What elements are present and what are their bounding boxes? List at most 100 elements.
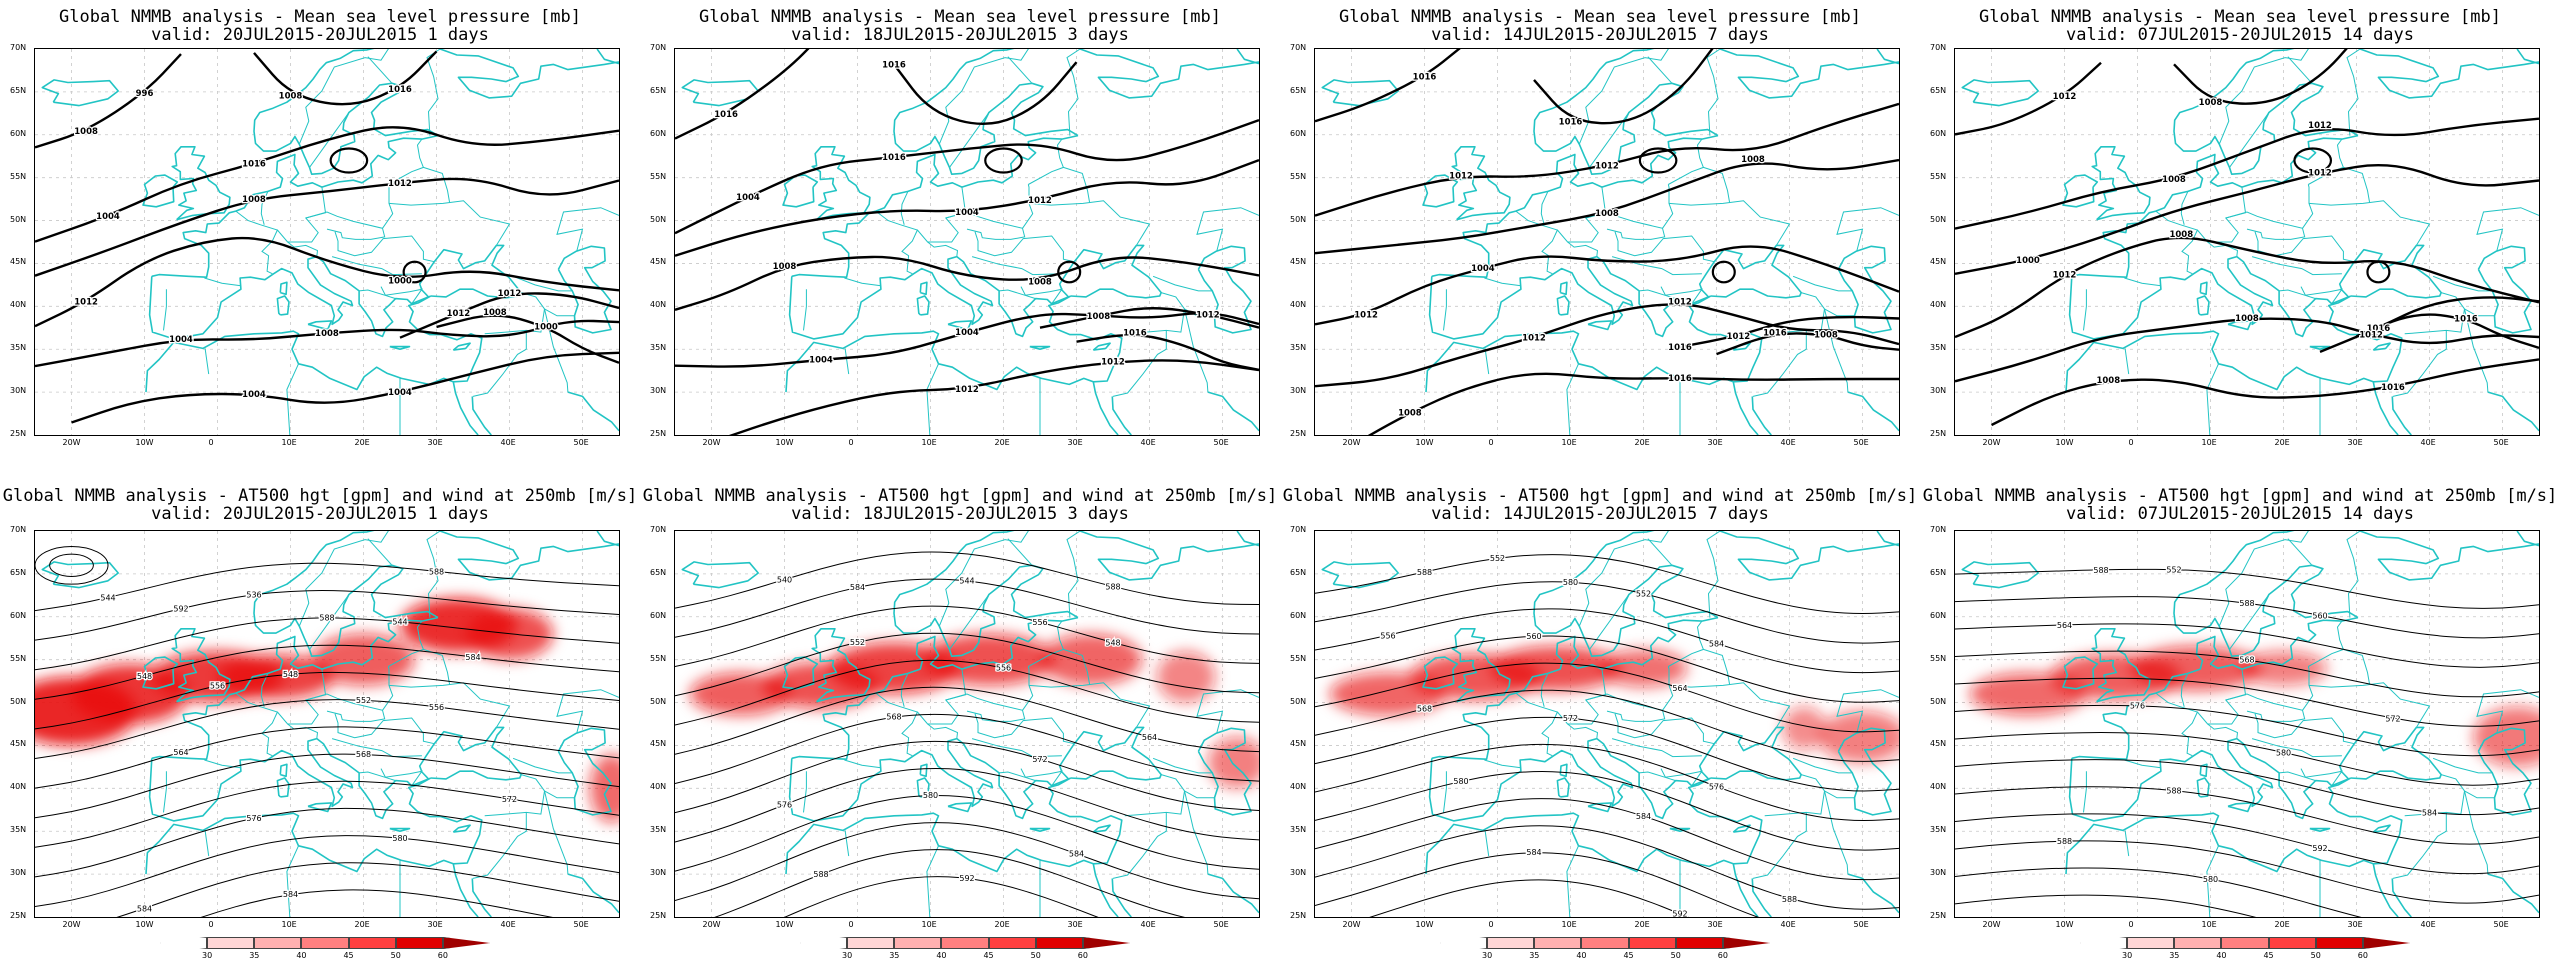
lat-label: 50N [1930,696,1947,706]
lon-label: 20E [1634,438,1650,447]
contour-label: 572 [502,795,517,804]
lat-label: 35N [1930,343,1947,353]
contour-label: 580 [2276,748,2291,757]
contour-label: 556 [1380,631,1395,640]
jet-core [1599,649,1688,688]
contour-label: 564 [1672,684,1687,693]
contour-label: 1008 [2162,175,2186,185]
contour-line [1039,307,1259,329]
contour-label: 1000 [388,276,412,286]
map-svg: 1008101210121008101610161016101210081012… [1955,49,2539,435]
contour-label: 1012 [2359,331,2383,341]
contour-label: 584 [1069,850,1084,859]
contour-labels: 552 552 556 560 564 568 572 576 580 584 588 584 592 5… [1379,553,1798,917]
panel-title: Global NMMB analysis - Mean sea level pr… [640,8,1280,44]
mslp-panel-2: Global NMMB analysis - Mean sea level pr… [640,0,1280,960]
colorbar-segment [254,937,302,949]
lat-label: 65N [650,567,667,577]
panel-title: Global NMMB analysis - AT500 hgt [gpm] a… [0,487,640,523]
mslp-panel-1: Global NMMB analysis - Mean sea level pr… [0,0,640,960]
contour-label: 588 [1782,895,1797,904]
contour-label: 588 [2166,786,2181,795]
gridlines [1315,531,1899,917]
panel-title: Global NMMB analysis - AT500 hgt [gpm] a… [640,487,1280,523]
jet-core [2239,651,2328,686]
lon-label: 50E [1853,438,1869,447]
map-svg: 5525605645685725765805845885925885805845… [1955,531,2539,917]
wind-colorbar: 30 35 40 45 50 60 [160,937,490,960]
closed-contour [35,545,109,585]
coastlines [41,531,619,917]
contour-label: 544 [959,577,974,586]
contour-label: 1008 [315,329,339,339]
geopotential-contours [35,545,619,917]
lat-label: 55N [1930,653,1947,663]
contour-label: 552 [356,696,371,705]
contour-label: 1012 [1522,334,1546,344]
lon-label: 20E [1634,920,1650,929]
lat-label: 55N [10,653,27,663]
lon-label: 10E [1561,438,1577,447]
contour-label: 996 [136,89,154,99]
contour-line [35,780,619,848]
lat-label: 65N [10,567,27,577]
jet-wind-shading [35,597,619,823]
lat-label: 25N [1290,429,1307,438]
coastlines [681,49,1259,435]
contour-label: 1008 [2096,376,2120,386]
contour-label: 1008 [1087,312,1111,322]
contour-labels: 1012 1008 1012 1012 1016 1016 1016 1016 1016 1012… [1353,71,1839,420]
contour-label: 1012 [74,297,98,307]
lat-label: 40N [10,782,27,792]
colorbar-label: 60 [2357,951,2368,960]
contour-line [1955,623,2539,668]
colorbar-label: 40 [296,951,307,960]
lon-label: 10E [1561,920,1577,929]
contour-label: 1004 [955,328,979,338]
lat-label: 35N [1290,343,1307,353]
contour-line [1955,596,2539,639]
contour-line [675,794,1259,872]
lat-label: 30N [1930,868,1947,878]
lon-label: 20E [994,438,1010,447]
colorbar-segment [207,937,255,949]
panel-title-line1: Global NMMB analysis - Mean sea level pr… [699,7,1221,27]
contour-label: 576 [777,801,792,810]
contour-label: 1004 [242,390,266,400]
contour-line [675,255,1259,311]
lon-label: 30E [1067,920,1083,929]
colorbar-segment [2174,937,2222,949]
colorbar-segment [395,937,443,949]
colorbar-label: 30 [202,951,213,960]
contour-label: 568 [356,750,371,759]
contour-label: 588 [319,614,334,623]
contour-label: 584 [2422,809,2437,818]
contour-line [35,644,619,700]
lat-label: 40N [1930,300,1947,310]
lat-label: 25N [650,911,667,920]
colorbar-segment [160,937,208,949]
geopotential-contours [675,551,1259,917]
contour-labels: 5525605645685725765805845885925885805845… [2056,564,2439,885]
contour-label: 556 [429,703,444,712]
colorbar-segment [1675,937,1723,949]
contour-line [675,822,1259,901]
contour-label: 1012 [2308,121,2332,131]
lon-label: 0 [848,920,854,929]
panel-title: Global NMMB analysis - AT500 hgt [gpm] a… [1920,487,2560,523]
contour-line [1315,689,1899,762]
contour-line [1369,879,1689,917]
contour-line [200,889,553,917]
contour-line [1955,568,2539,609]
contour-label: 564 [173,748,188,757]
contour-label: 536 [246,591,261,600]
contour-line [1955,677,2539,727]
coastlines [41,49,619,435]
lon-label: 20W [702,438,721,447]
lon-label: 10E [2201,920,2217,929]
lat-label: 60N [1290,610,1307,620]
contour-label: 560 [1526,632,1541,641]
lon-label: 10W [775,920,794,929]
contour-line [71,351,619,424]
contour-line [1955,704,2539,757]
